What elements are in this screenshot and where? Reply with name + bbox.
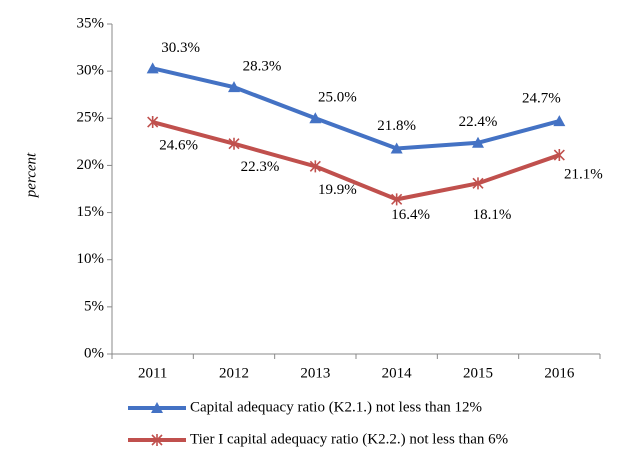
data-label: 24.6% bbox=[159, 137, 198, 153]
data-label: 21.1% bbox=[564, 166, 603, 182]
legend-label: Capital adequacy ratio (K2.1.) not less … bbox=[190, 399, 482, 415]
data-label: 28.3% bbox=[243, 59, 282, 75]
x-tick-label: 2015 bbox=[463, 365, 493, 381]
marker bbox=[309, 160, 321, 173]
data-label: 30.3% bbox=[161, 40, 200, 56]
y-tick-label: 5% bbox=[84, 298, 104, 314]
data-label: 18.1% bbox=[473, 207, 512, 223]
y-tick-label: 35% bbox=[77, 15, 105, 31]
y-tick-label: 20% bbox=[77, 157, 105, 173]
x-tick-label: 2011 bbox=[138, 365, 167, 381]
x-tick-label: 2013 bbox=[300, 365, 330, 381]
data-label: 25.0% bbox=[318, 90, 357, 106]
marker bbox=[228, 81, 240, 93]
legend-label: Tier I capital adequacy ratio (K2.2.) no… bbox=[190, 431, 508, 447]
y-tick-label: 30% bbox=[77, 63, 105, 79]
marker bbox=[391, 193, 403, 206]
x-tick-label: 2016 bbox=[544, 365, 575, 381]
marker bbox=[472, 136, 484, 148]
marker bbox=[151, 434, 163, 446]
data-label: 24.7% bbox=[522, 91, 561, 107]
marker bbox=[390, 142, 403, 154]
y-tick-label: 15% bbox=[77, 204, 105, 220]
y-tick-label: 0% bbox=[84, 345, 104, 361]
marker bbox=[553, 115, 566, 127]
marker bbox=[146, 62, 159, 74]
y-tick-label: 25% bbox=[77, 110, 105, 126]
data-label: 22.3% bbox=[241, 159, 280, 175]
y-axis-label: percent bbox=[23, 152, 39, 198]
series-line bbox=[152, 120, 560, 202]
x-tick-label: 2014 bbox=[382, 365, 413, 381]
data-label: 19.9% bbox=[318, 182, 357, 198]
data-label: 21.8% bbox=[377, 118, 416, 134]
data-label: 16.4% bbox=[391, 207, 430, 223]
y-tick-label: 10% bbox=[77, 251, 105, 267]
marker bbox=[472, 177, 484, 190]
series-line bbox=[152, 66, 560, 151]
data-label: 22.4% bbox=[459, 114, 498, 130]
marker bbox=[147, 116, 159, 129]
x-tick-label: 2012 bbox=[219, 365, 249, 381]
marker bbox=[228, 137, 240, 150]
marker bbox=[553, 149, 565, 162]
marker bbox=[309, 112, 322, 124]
marker bbox=[151, 402, 163, 413]
